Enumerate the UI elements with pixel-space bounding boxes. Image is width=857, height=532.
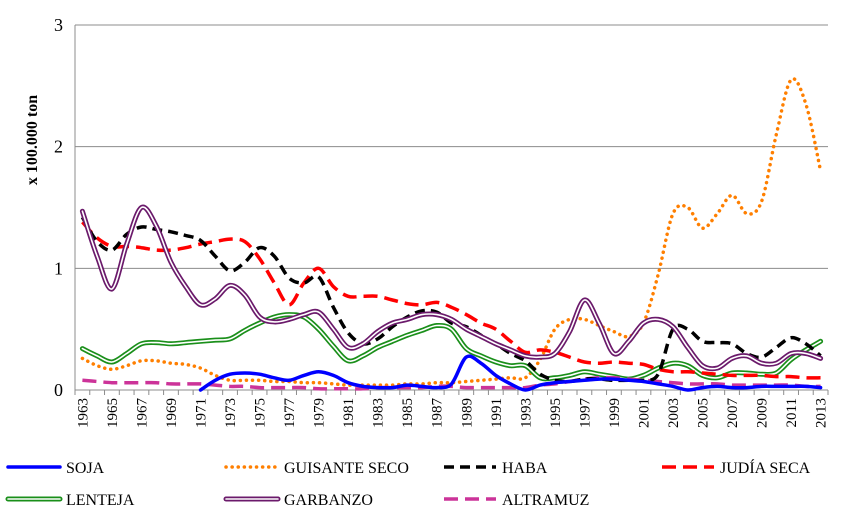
x-tick-label: 1965 <box>105 398 121 428</box>
legend-item-guisante-seco: GUISANTE SECO <box>224 460 409 477</box>
series-line-haba <box>80 216 822 384</box>
x-tick-label: 1969 <box>164 398 180 428</box>
x-tick-label: 1989 <box>459 398 475 428</box>
series-line-inner <box>81 206 822 370</box>
x-tick-label: 1977 <box>282 398 298 429</box>
series-line-altramuz <box>82 375 821 391</box>
x-tick-label: 2009 <box>755 398 771 428</box>
x-tick-label: 2003 <box>666 398 682 428</box>
x-tick-label: 1963 <box>75 398 91 428</box>
legend-label: LENTEJA <box>66 492 135 509</box>
legend-label: JUDÍA SECA <box>720 458 811 477</box>
legend-label: GUISANTE SECO <box>284 460 409 477</box>
x-tick-label: 1975 <box>253 398 269 428</box>
legend-item-garbanzo: GARBANZO <box>223 492 373 509</box>
x-tick-label: 1993 <box>518 398 534 428</box>
legend-label: ALTRAMUZ <box>502 492 589 509</box>
y-tick-label: 3 <box>54 15 63 35</box>
series-line-guisante-seco <box>80 77 823 387</box>
series-line-stroke <box>80 216 822 384</box>
y-axis-label: x 100.000 ton <box>24 95 41 185</box>
series-line-stroke <box>82 375 821 391</box>
legend-item-haba: HABA <box>444 460 548 477</box>
x-tick-label: 2011 <box>784 398 800 427</box>
legend-label: SOJA <box>66 460 105 477</box>
x-tick-label: 1983 <box>371 398 387 428</box>
legend-item-lenteja: LENTEJA <box>5 492 135 509</box>
legend: SOJA GUISANTE SECO HABA JUDÍA SECA LENTEJA GA… <box>5 458 811 509</box>
x-tick-label: 1973 <box>223 398 239 428</box>
x-tick-label: 1991 <box>489 398 505 428</box>
x-tick-label: 1985 <box>400 398 416 428</box>
x-tick-label: 1995 <box>548 398 564 428</box>
y-tick-label: 0 <box>54 380 63 400</box>
series-lines <box>79 77 824 392</box>
legend-item-altramuz: ALTRAMUZ <box>444 492 589 509</box>
legend-item-soja: SOJA <box>6 460 105 477</box>
series-line-garbanzo <box>79 204 824 372</box>
x-tick-label: 1981 <box>341 398 357 428</box>
x-tick-label: 2005 <box>696 398 712 428</box>
series-line-stroke <box>80 77 823 387</box>
x-tick-label: 1997 <box>577 398 593 429</box>
y-tick-label: 1 <box>54 258 63 278</box>
series-line-lenteja <box>79 312 824 382</box>
legend-label: HABA <box>502 460 548 477</box>
x-tick-label: 2007 <box>725 398 741 429</box>
legend-label: GARBANZO <box>284 492 373 509</box>
gridlines <box>75 24 828 269</box>
x-tick-label: 2001 <box>636 398 652 428</box>
series-line-inner <box>81 313 822 380</box>
x-tick-label: 2013 <box>814 398 830 428</box>
x-tick-label: 1971 <box>194 398 210 428</box>
series-line-soja <box>198 354 823 392</box>
legend-item-judia-seca: JUDÍA SECA <box>662 458 811 477</box>
x-tick-label: 1967 <box>134 398 150 429</box>
x-tick-label: 1979 <box>312 398 328 428</box>
series-line-stroke <box>198 354 823 392</box>
y-tick-label: 2 <box>54 137 63 157</box>
x-tick-label: 1999 <box>607 398 623 428</box>
series-line-outer <box>79 204 824 372</box>
x-tick-label: 1987 <box>430 398 446 429</box>
